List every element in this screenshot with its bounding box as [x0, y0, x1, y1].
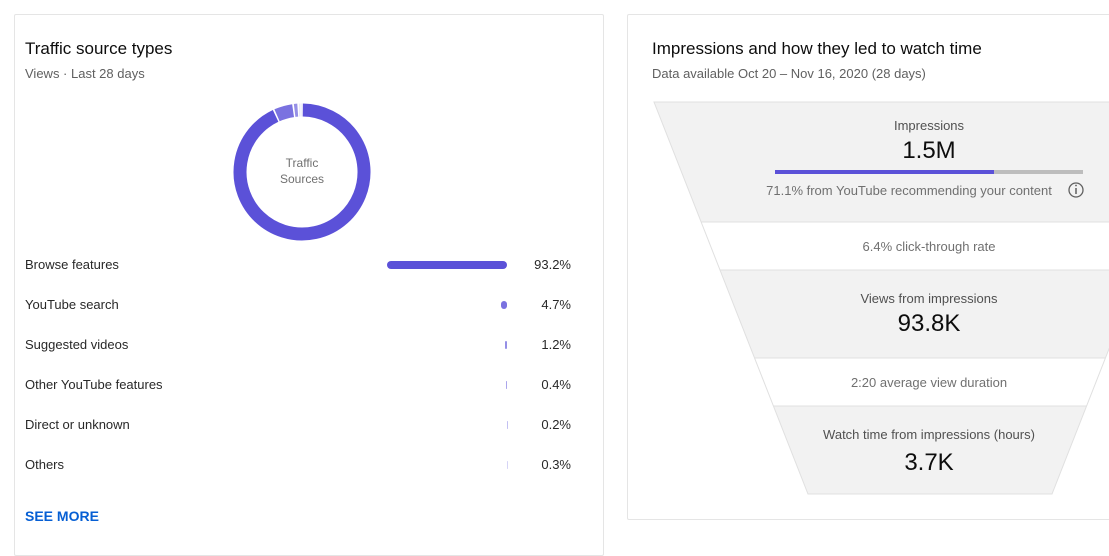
views-value: 93.8K — [898, 310, 961, 338]
source-percent: 4.7% — [511, 297, 571, 312]
source-percent: 0.4% — [511, 377, 571, 392]
page: Traffic source types Views · Last 28 day… — [0, 0, 1109, 540]
source-percent: 1.2% — [511, 337, 571, 352]
donut-segment — [277, 111, 293, 116]
source-bar — [501, 301, 507, 309]
duration-text: 2:20 average view duration — [851, 375, 1007, 390]
source-name: Other YouTube features — [25, 377, 163, 392]
views-label: Views from impressions — [860, 291, 997, 306]
funnel-card: Impressions and how they led to watch ti… — [627, 14, 1109, 520]
funnel-shape — [628, 15, 1109, 519]
source-name: Others — [25, 457, 64, 472]
source-name: YouTube search — [25, 297, 119, 312]
source-percent: 93.2% — [511, 257, 571, 272]
watch-time-label: Watch time from impressions (hours) — [823, 427, 1035, 442]
recommended-bar — [775, 170, 994, 174]
impressions-label: Impressions — [894, 118, 964, 133]
recommended-text: 71.1% from YouTube recommending your con… — [766, 183, 1052, 198]
source-name: Direct or unknown — [25, 417, 130, 432]
see-more-link[interactable]: SEE MORE — [25, 508, 99, 524]
impressions-value: 1.5M — [902, 137, 955, 165]
source-name: Browse features — [25, 257, 119, 272]
source-bar — [506, 381, 507, 389]
source-bar — [387, 261, 507, 269]
donut-center-label: Traffic Sources — [277, 155, 327, 187]
watch-time-value: 3.7K — [904, 449, 953, 477]
source-percent: 0.3% — [511, 457, 571, 472]
ctr-text: 6.4% click-through rate — [863, 239, 996, 254]
traffic-card: Traffic source types Views · Last 28 day… — [14, 14, 604, 556]
source-name: Suggested videos — [25, 337, 128, 352]
source-bar — [505, 341, 507, 349]
source-percent: 0.2% — [511, 417, 571, 432]
